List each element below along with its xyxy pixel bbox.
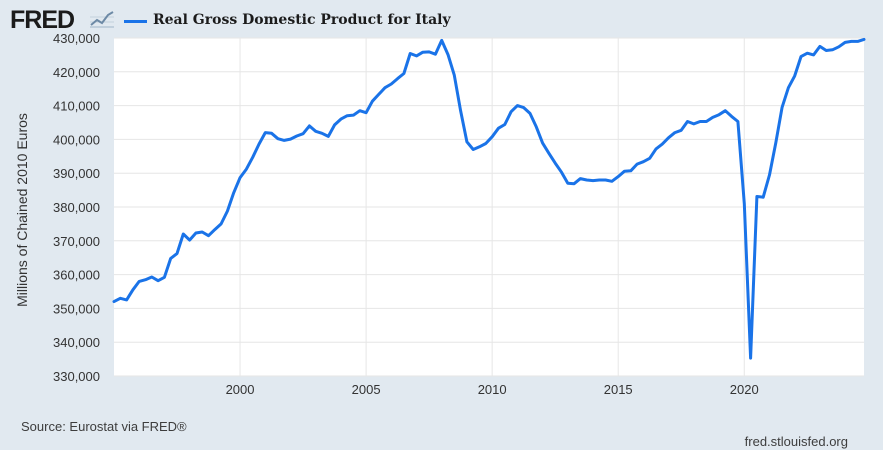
y-tick-label: 380,000	[53, 200, 100, 215]
y-tick-label: 420,000	[53, 65, 100, 80]
x-tick-label: 2005	[352, 382, 381, 397]
source-note: Source: Eurostat via FRED®	[21, 419, 187, 434]
fred-logo[interactable]: FRED	[10, 6, 75, 34]
y-tick-label: 330,000	[53, 369, 100, 384]
chart-header: FRED Real Gross Domestic Product for Ita…	[0, 0, 883, 40]
website-link[interactable]: fred.stlouisfed.org	[744, 434, 848, 449]
y-tick-label: 340,000	[53, 335, 100, 350]
series-line	[112, 37, 866, 360]
x-tick-label: 2020	[730, 382, 759, 397]
y-tick-label: 410,000	[53, 99, 100, 114]
legend-series-label: Real Gross Domestic Product for Italy	[153, 12, 451, 28]
trend-chart-icon	[90, 10, 114, 28]
y-tick-label: 390,000	[53, 166, 100, 181]
x-tick-label: 2015	[604, 382, 633, 397]
x-tick-label: 2010	[478, 382, 507, 397]
x-tick-label: 2000	[226, 382, 255, 397]
legend-swatch	[124, 20, 147, 23]
y-tick-label: 370,000	[53, 234, 100, 249]
y-tick-label: 430,000	[53, 31, 100, 46]
y-tick-label: 360,000	[53, 268, 100, 283]
y-tick-label: 350,000	[53, 301, 100, 316]
y-axis-label: Millions of Chained 2010 Euros	[14, 113, 30, 307]
y-tick-label: 400,000	[53, 132, 100, 147]
